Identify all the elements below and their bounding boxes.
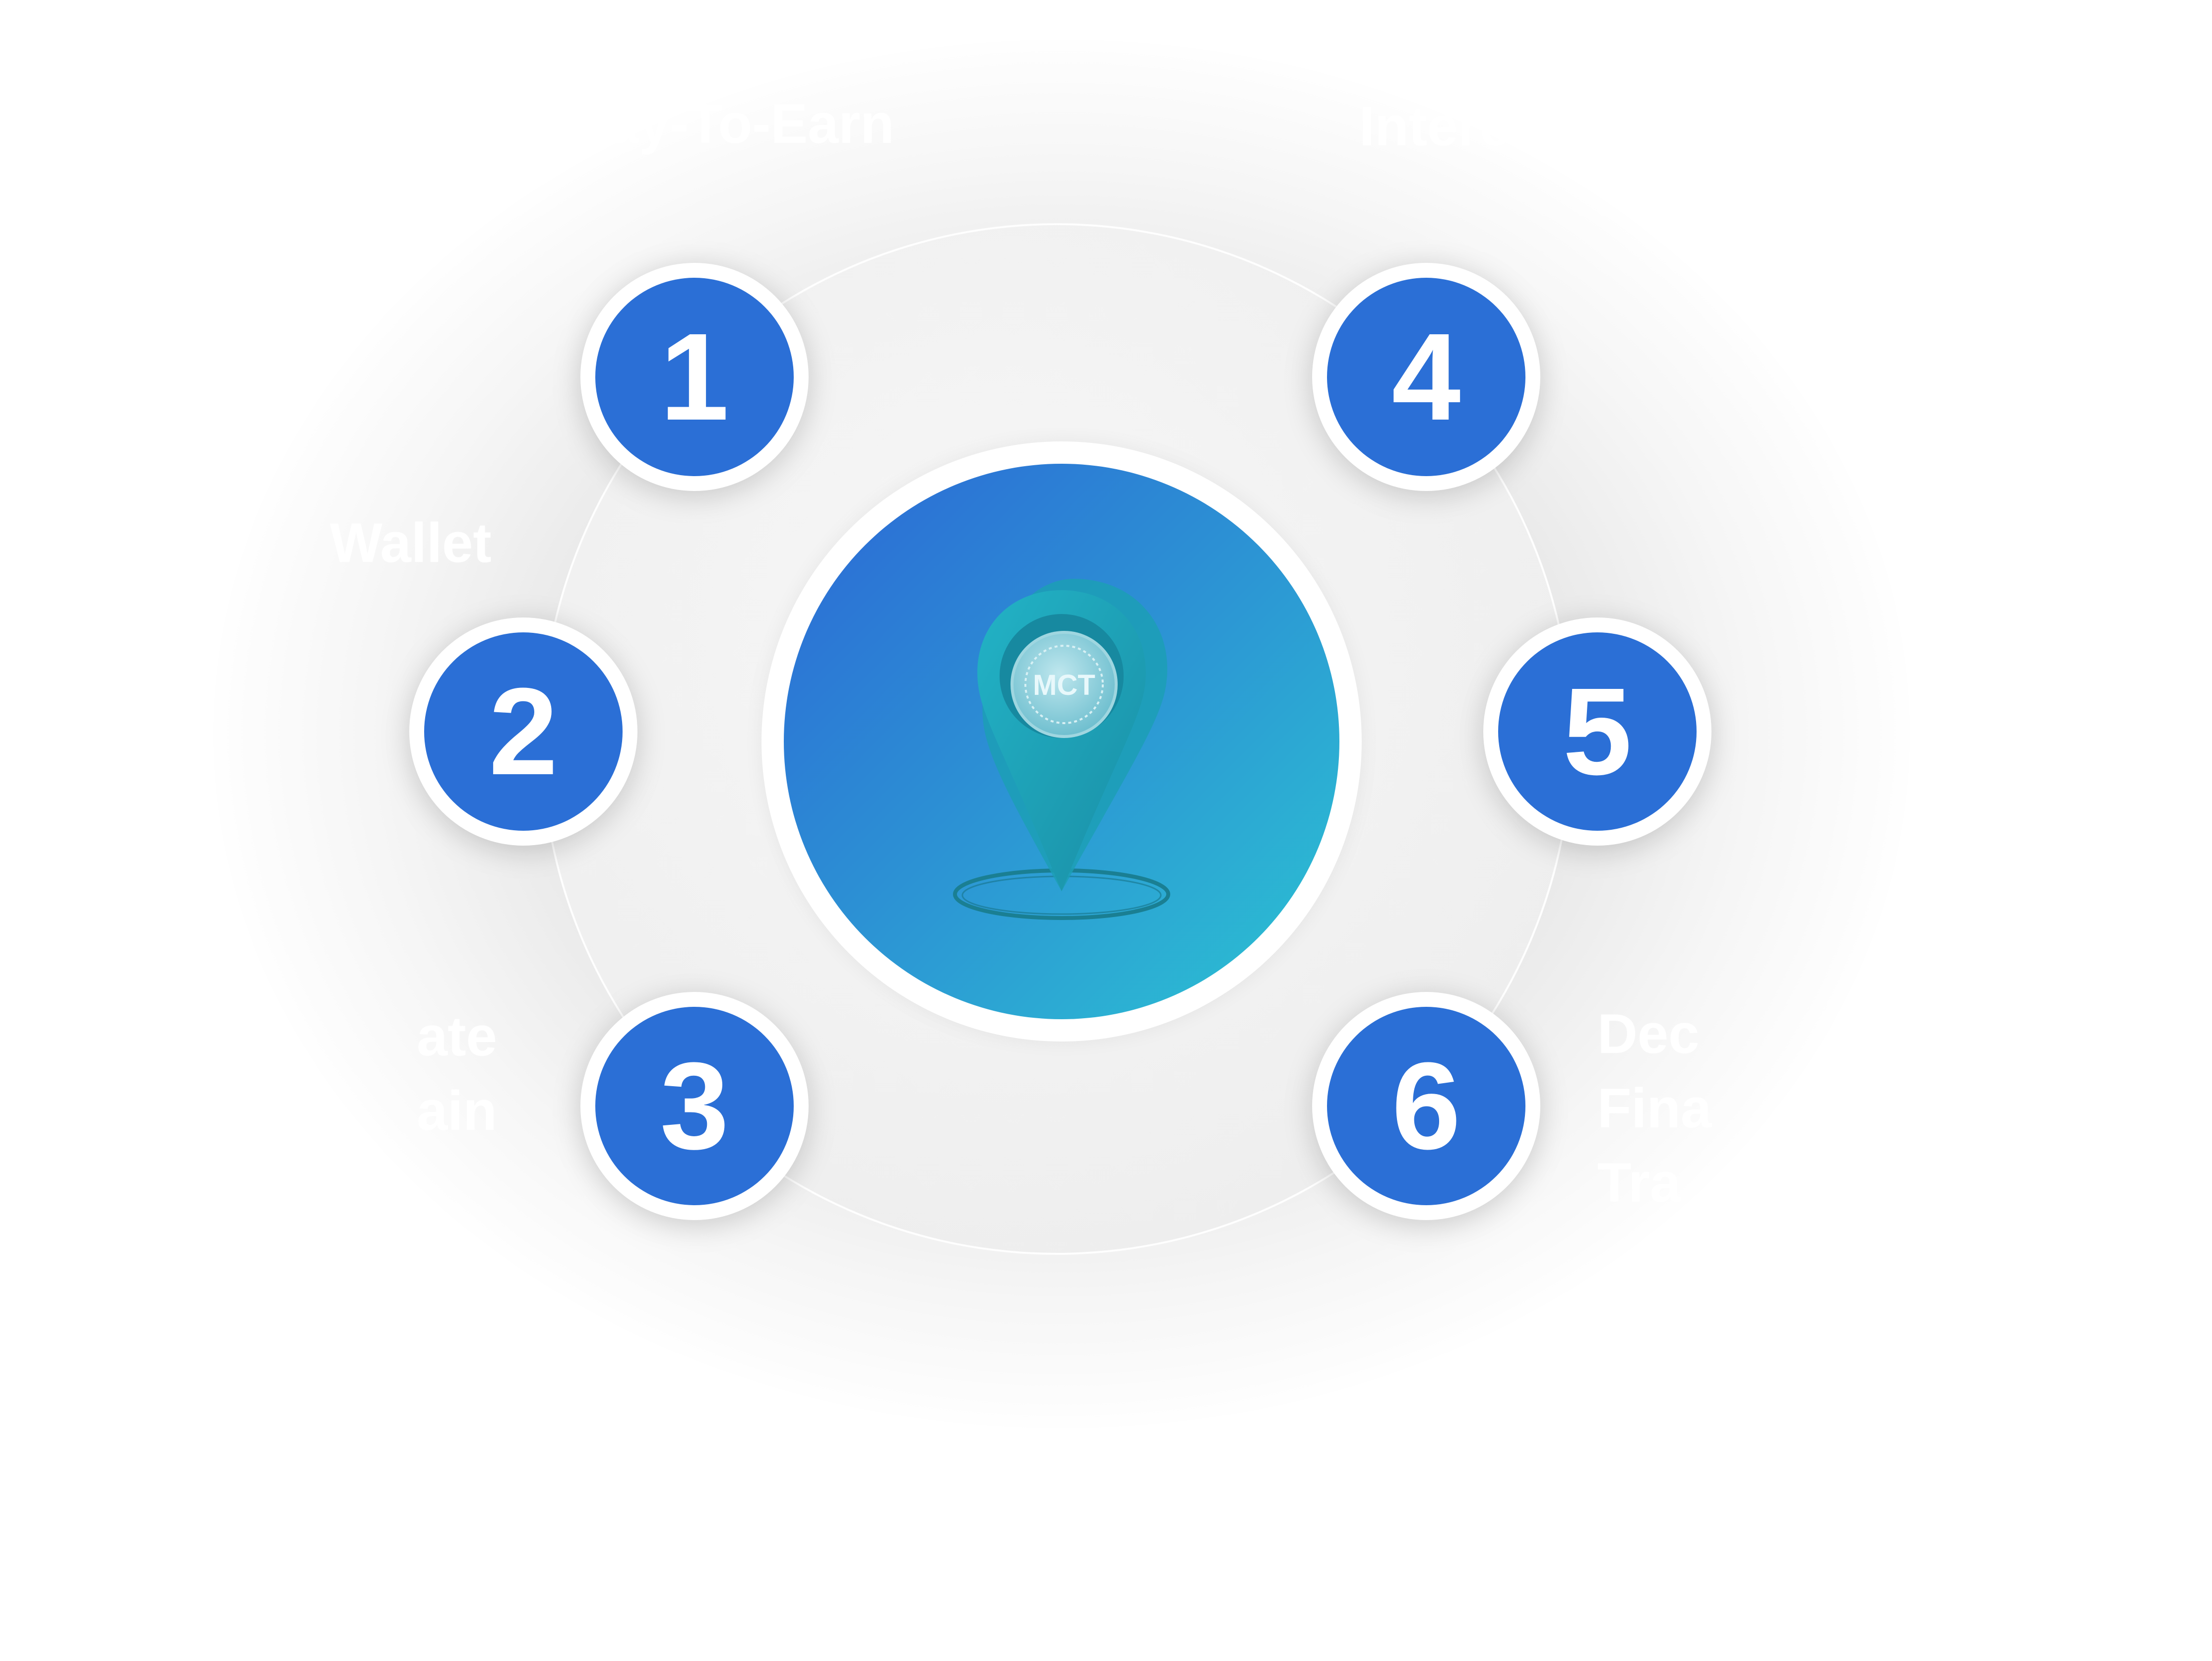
node-1-number: 1 — [595, 278, 794, 476]
label-node-2: Wallet — [330, 512, 492, 574]
label-node-3: ate ain — [417, 1005, 497, 1142]
label-node-1: Play-To-Earn — [556, 93, 894, 155]
location-pin-icon: MCT — [953, 579, 1170, 920]
node-2-number: 2 — [424, 632, 623, 831]
coin-label: MCT — [1033, 669, 1095, 701]
node-3: 3 — [580, 992, 809, 1220]
node-1: 1 — [580, 263, 809, 491]
node-4-number: 4 — [1327, 278, 1525, 476]
node-6-number: 6 — [1327, 1007, 1525, 1205]
mct-coin-icon — [1011, 631, 1118, 738]
node-4: 4 — [1312, 263, 1540, 491]
hub-circle: MCT — [784, 464, 1339, 1019]
node-3-number: 3 — [595, 1007, 794, 1205]
label-node-6: Dec Fina Tra — [1597, 1003, 1712, 1214]
node-5-number: 5 — [1498, 632, 1697, 831]
node-6: 6 — [1312, 992, 1540, 1220]
node-5: 5 — [1483, 617, 1711, 846]
node-2: 2 — [409, 617, 637, 846]
label-node-4: Interest — [1359, 95, 1560, 157]
